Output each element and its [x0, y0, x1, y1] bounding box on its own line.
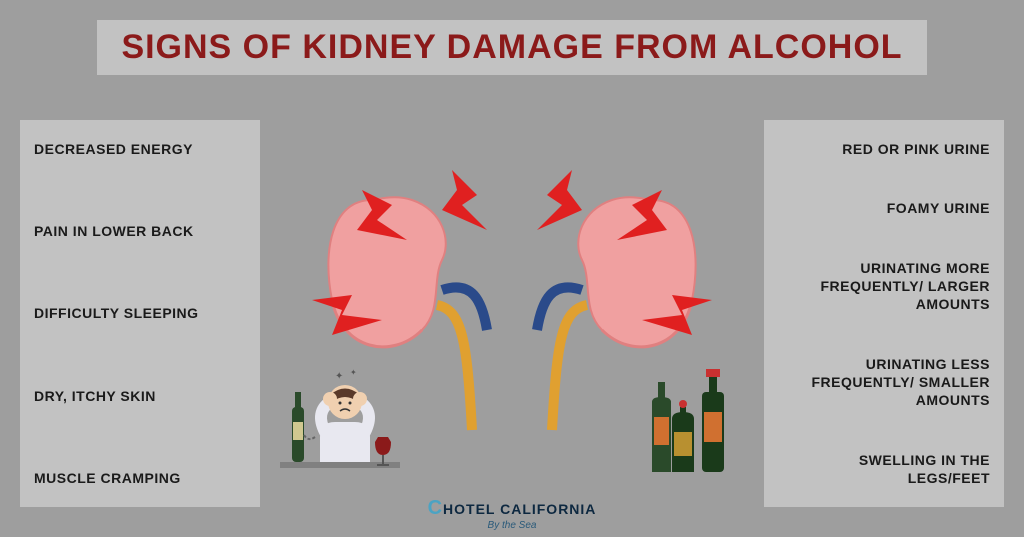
list-item: SWELLING IN THE LEGS/FEET — [778, 451, 990, 487]
logo-tagline: By the Sea — [402, 520, 622, 531]
page-title: SIGNS OF KIDNEY DAMAGE FROM ALCOHOL — [117, 28, 907, 67]
brand-logo: CHOTEL CALIFORNIA By the Sea — [402, 497, 622, 531]
right-column: RED OR PINK URINE FOAMY URINE URINATING … — [764, 120, 1004, 507]
list-item: URINATING LESS FREQUENTLY/ SMALLER AMOUN… — [778, 355, 990, 410]
svg-text:✦: ✦ — [350, 368, 357, 377]
svg-text:✦: ✦ — [335, 371, 343, 382]
list-item: MUSCLE CRAMPING — [34, 469, 246, 487]
center-illustration: ✦ ✦ — [280, 120, 744, 517]
left-column: DECREASED ENERGY PAIN IN LOWER BACK DIFF… — [20, 120, 260, 507]
list-item: DECREASED ENERGY — [34, 140, 246, 158]
logo-accent-letter: C — [428, 497, 443, 519]
list-item: DIFFICULTY SLEEPING — [34, 304, 246, 322]
list-item: FOAMY URINE — [778, 199, 990, 217]
bottles-icon — [634, 357, 754, 477]
stressed-person-icon: ✦ ✦ — [280, 367, 400, 477]
list-item: PAIN IN LOWER BACK — [34, 222, 246, 240]
title-bar: SIGNS OF KIDNEY DAMAGE FROM ALCOHOL — [97, 20, 927, 75]
list-item: RED OR PINK URINE — [778, 140, 990, 158]
list-item: URINATING MORE FREQUENTLY/ LARGER AMOUNT… — [778, 259, 990, 314]
list-item: DRY, ITCHY SKIN — [34, 387, 246, 405]
logo-text: HOTEL CALIFORNIA — [443, 501, 596, 517]
